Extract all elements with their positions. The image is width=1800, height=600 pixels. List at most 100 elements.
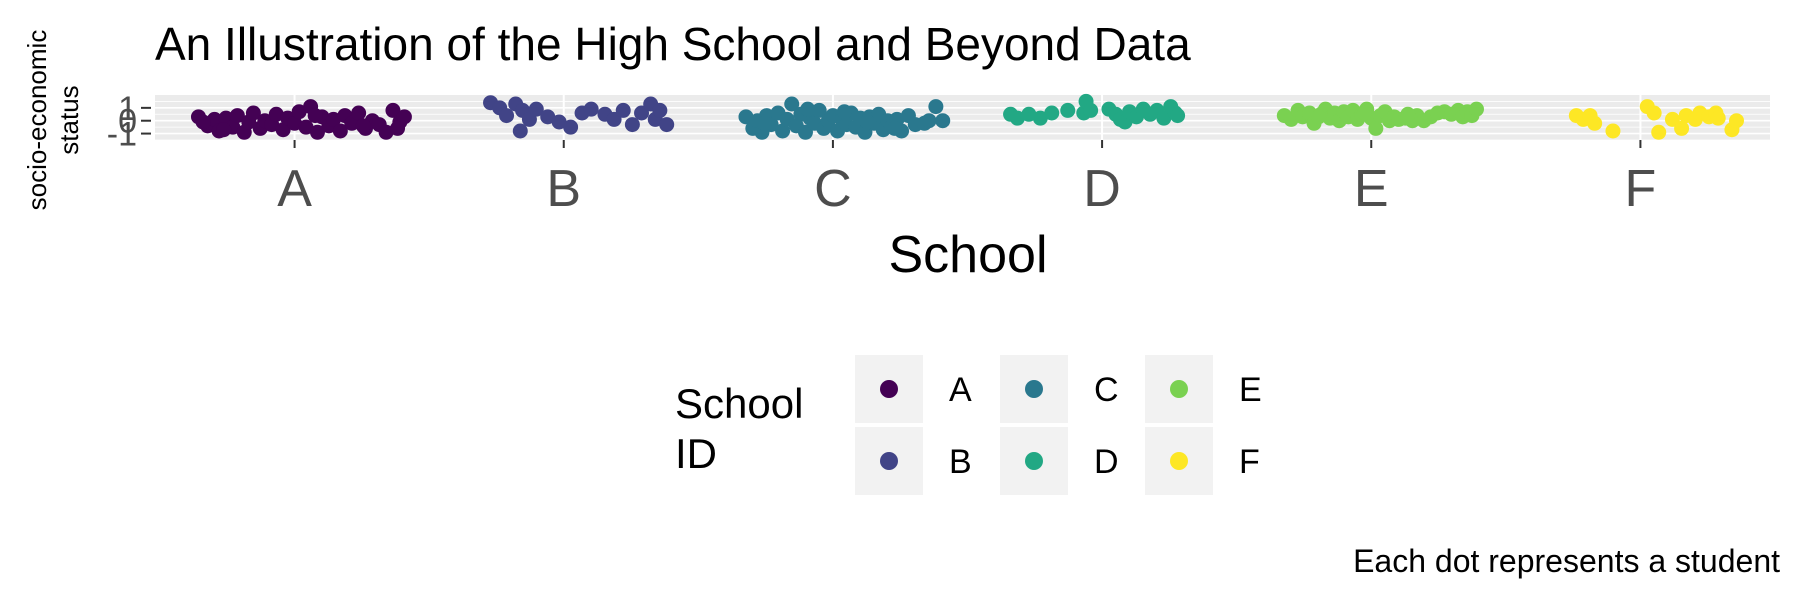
series-B bbox=[483, 95, 675, 139]
data-point bbox=[207, 111, 223, 127]
data-point bbox=[291, 104, 307, 120]
legend-item-D: D bbox=[1000, 427, 1119, 495]
data-point bbox=[1400, 106, 1416, 122]
legend-label: C bbox=[1094, 371, 1119, 409]
data-point bbox=[551, 114, 567, 130]
data-point bbox=[1156, 110, 1172, 126]
data-point bbox=[859, 114, 875, 130]
chart-title: An Illustration of the High School and B… bbox=[155, 18, 1191, 70]
legend-item-B: B bbox=[855, 427, 972, 495]
legend-label: F bbox=[1239, 443, 1260, 481]
data-point bbox=[355, 118, 371, 134]
legend-item-E: E bbox=[1145, 355, 1262, 423]
data-point bbox=[1311, 109, 1327, 125]
data-point bbox=[624, 117, 640, 133]
data-point bbox=[738, 109, 754, 125]
data-point bbox=[378, 124, 394, 140]
plot-panel bbox=[155, 93, 1770, 141]
data-point bbox=[1060, 102, 1076, 118]
x-tick-label: C bbox=[814, 160, 852, 218]
x-axis-label: School bbox=[889, 226, 1048, 284]
data-point bbox=[615, 102, 631, 118]
data-point bbox=[797, 124, 813, 140]
data-point bbox=[1729, 113, 1745, 129]
series-E bbox=[1276, 101, 1484, 136]
legend-key-dot bbox=[1025, 452, 1043, 470]
data-point bbox=[390, 120, 406, 136]
legend-key-dot bbox=[1170, 380, 1188, 398]
data-point bbox=[921, 113, 937, 129]
data-point bbox=[1651, 124, 1667, 140]
data-point bbox=[583, 101, 599, 117]
series-C bbox=[738, 96, 951, 140]
data-point bbox=[1032, 110, 1048, 126]
x-tick-label: E bbox=[1354, 160, 1389, 218]
y-axis-label-line-1: socio-economic bbox=[22, 30, 52, 211]
data-point bbox=[1044, 105, 1060, 121]
data-point bbox=[298, 119, 314, 135]
legend-label: D bbox=[1094, 443, 1119, 481]
data-point bbox=[512, 123, 528, 139]
data-point bbox=[1009, 110, 1025, 126]
legend-title-line-2: ID bbox=[675, 430, 717, 477]
data-point bbox=[309, 124, 325, 140]
data-point bbox=[652, 102, 668, 118]
x-tick-label: F bbox=[1625, 160, 1657, 218]
data-point bbox=[275, 122, 291, 138]
data-point bbox=[385, 102, 401, 118]
data-point bbox=[351, 105, 367, 121]
series-D bbox=[1003, 93, 1186, 130]
legend-label: B bbox=[949, 443, 972, 481]
legend-item-F: F bbox=[1145, 427, 1260, 495]
data-point bbox=[659, 117, 675, 133]
data-point bbox=[836, 104, 852, 120]
panel-background bbox=[155, 95, 1770, 140]
data-point bbox=[634, 105, 650, 121]
y-axis-label-line-2: status bbox=[54, 85, 84, 154]
data-point bbox=[800, 101, 816, 117]
legend-title-line-1: School bbox=[675, 380, 803, 427]
x-tick-label: A bbox=[277, 160, 312, 218]
x-tick-label: B bbox=[546, 160, 581, 218]
data-point bbox=[756, 115, 772, 131]
data-point bbox=[563, 119, 579, 135]
legend: School ID AB CD EF bbox=[675, 355, 1262, 495]
data-point bbox=[1710, 110, 1726, 126]
data-point bbox=[1083, 102, 1099, 118]
legend-key-dot bbox=[1025, 380, 1043, 398]
legend-item-A: A bbox=[855, 355, 972, 423]
data-point bbox=[245, 105, 261, 121]
legend-key-dot bbox=[880, 452, 898, 470]
data-point bbox=[1664, 111, 1680, 127]
legend-key-dot bbox=[880, 380, 898, 398]
legend-keys: AB CD EF bbox=[855, 355, 1262, 495]
data-point bbox=[1587, 115, 1603, 131]
data-point bbox=[287, 115, 303, 131]
x-tick-label: D bbox=[1083, 160, 1121, 218]
data-point bbox=[540, 109, 556, 125]
series-F bbox=[1568, 99, 1745, 140]
data-point bbox=[216, 122, 232, 138]
legend-item-C: C bbox=[1000, 355, 1119, 423]
data-point bbox=[1468, 101, 1484, 117]
data-point bbox=[775, 123, 791, 139]
data-point bbox=[1170, 108, 1186, 124]
legend-label: E bbox=[1239, 371, 1262, 409]
data-point bbox=[268, 106, 284, 122]
data-point bbox=[811, 102, 827, 118]
chart-caption: Each dot represents a student bbox=[1353, 543, 1780, 579]
data-point bbox=[1368, 120, 1384, 136]
data-point bbox=[887, 120, 903, 136]
data-point bbox=[332, 123, 348, 139]
data-point bbox=[195, 114, 211, 130]
legend-label: A bbox=[949, 371, 972, 409]
data-point bbox=[499, 108, 515, 124]
data-point bbox=[935, 113, 951, 129]
data-point bbox=[307, 108, 323, 124]
data-point bbox=[1646, 105, 1662, 121]
data-point bbox=[1605, 123, 1621, 139]
y-axis-label: socio-economic status bbox=[22, 30, 84, 211]
data-point bbox=[325, 111, 341, 127]
data-point bbox=[606, 111, 622, 127]
